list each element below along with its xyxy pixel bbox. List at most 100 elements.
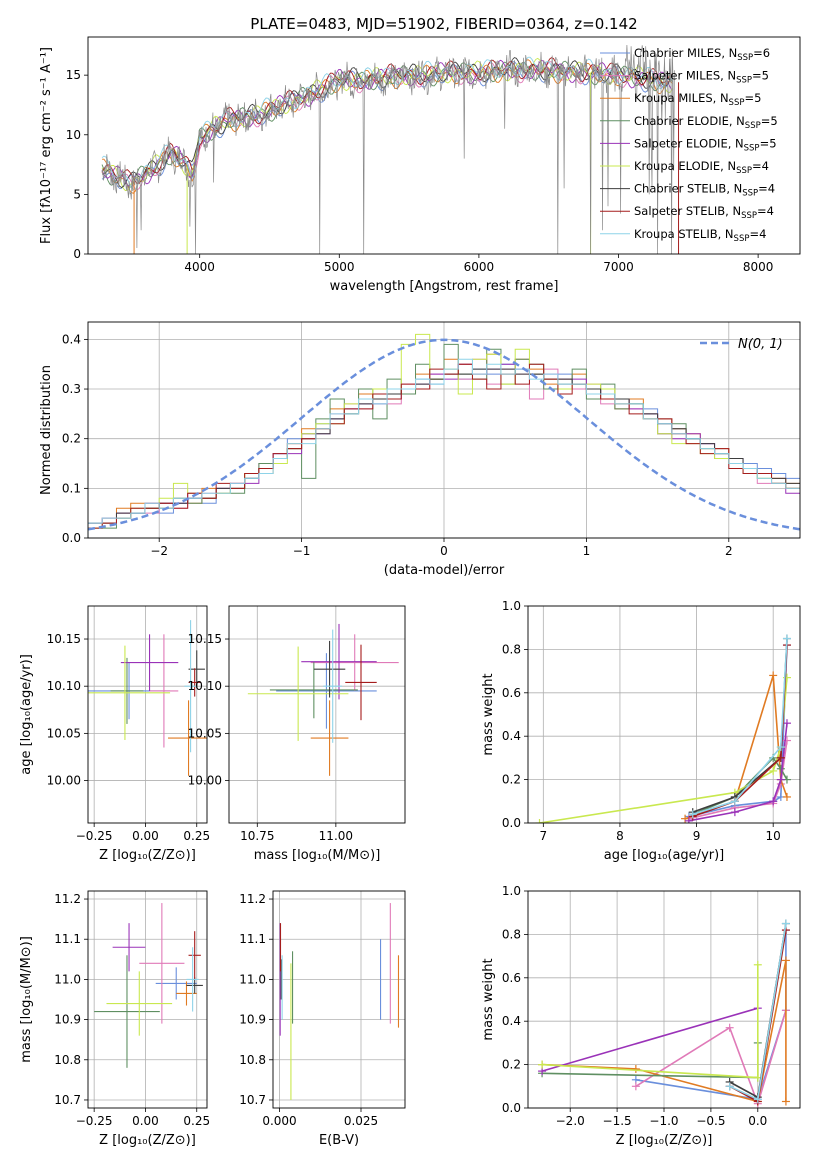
x-tick-label: 6000 xyxy=(464,260,495,274)
y-tick-label: 10.10 xyxy=(188,679,222,693)
y-tick-label: 0.4 xyxy=(502,729,521,743)
axes-weight-vs-Z: −2.0 −1.5 −1.0 −0.5 0.0 0.0 0.2 0.4 0.6 0.8 1.0 Z [… xyxy=(481,884,801,1148)
weight-marker xyxy=(781,956,790,965)
x-tick-label: 1 xyxy=(583,544,591,558)
weight-marker xyxy=(538,1060,547,1069)
legend-label: Salpeter STELIB, NSSP=4 xyxy=(634,204,774,221)
legend-label-suffix: =6 xyxy=(753,46,770,60)
legend-label: Chabrier ELODIE, NSSP=5 xyxy=(634,114,778,131)
data-spectrum xyxy=(101,44,675,254)
x-tick-label: 7 xyxy=(540,829,548,843)
axes-mass-vs-ebv: 0.000 0.025 10.7 10.8 10.9 11.0 11.1 11.2 E(B-V) xyxy=(239,890,406,1148)
weight-series-line xyxy=(692,638,788,816)
legend-label-sub: SSP xyxy=(742,189,758,199)
axes-mass-vs-Z: −0.25 0.00 0.25 10.7 10.8 10.9 11.0 11.1 11.2 Z [… xyxy=(19,890,210,1148)
errorbar-point xyxy=(301,623,377,700)
errorbar-point xyxy=(247,646,349,741)
errorbar-point xyxy=(269,661,358,719)
legend-label-suffix: =4 xyxy=(749,227,766,241)
weight-marker xyxy=(631,1064,640,1073)
x-axis-label: E(B-V) xyxy=(319,1133,359,1148)
y-tick-label: 10.9 xyxy=(239,1013,266,1027)
legend-label: Salpeter MILES, NSSP=5 xyxy=(634,69,769,86)
legend-label-base: Salpeter ELODIE, N xyxy=(634,136,744,150)
weight-marker xyxy=(725,1023,734,1032)
legend-label-base: Chabrier STELIB, N xyxy=(634,182,742,196)
y-tick-label: 10.15 xyxy=(47,632,81,646)
axes-frame xyxy=(228,605,406,824)
weight-marker xyxy=(782,719,791,728)
legend-label-suffix: =4 xyxy=(757,204,774,218)
x-tick-label: 5000 xyxy=(324,260,355,274)
x-tick-label: 7000 xyxy=(603,260,634,274)
legend-entry: Chabrier ELODIE, NSSP=5 xyxy=(600,114,778,131)
legend-label-base: Salpeter MILES, N xyxy=(634,69,736,83)
y-axis-label: mass weight xyxy=(481,673,496,755)
legend-label-sub: SSP xyxy=(741,211,757,221)
legend-entry: Salpeter MILES, NSSP=5 xyxy=(600,69,769,86)
x-tick-label: 10 xyxy=(766,829,781,843)
plot-area xyxy=(247,623,399,776)
x-axis-label: (data-model)/error xyxy=(384,563,505,578)
legend-entry: Salpeter ELODIE, NSSP=5 xyxy=(600,136,777,153)
errorbar-point xyxy=(106,971,173,1036)
x-tick-label: 11.00 xyxy=(319,829,353,843)
axes-frame xyxy=(87,36,801,255)
x-tick-label: 10.75 xyxy=(240,829,274,843)
y-tick-label: 0.4 xyxy=(62,332,81,346)
weight-series-line xyxy=(635,1010,787,1107)
y-axis-label: Normed distribution xyxy=(39,365,54,495)
legend-entry: Chabrier STELIB, NSSP=4 xyxy=(600,182,775,199)
plot-area xyxy=(88,620,207,776)
weight-marker xyxy=(769,671,778,680)
errorbar-point xyxy=(276,653,377,729)
y-tick-label: 10.00 xyxy=(188,774,222,788)
y-tick-label: 0.6 xyxy=(502,971,521,985)
axes-age-vs-Z: −0.25 0.00 0.25 10.00 10.05 10.10 10.15 Z [log₁… xyxy=(19,605,210,863)
y-tick-label: 10.15 xyxy=(188,632,222,646)
x-tick-label: 4000 xyxy=(184,260,215,274)
weight-marker xyxy=(730,808,739,817)
y-tick-label: 0.4 xyxy=(502,1014,521,1028)
errorbar-point xyxy=(345,644,377,721)
legend-label: Kroupa MILES, NSSP=5 xyxy=(634,91,761,108)
legend-label-suffix: =4 xyxy=(752,159,769,173)
legend-label: Chabrier MILES, NSSP=6 xyxy=(634,46,770,63)
y-tick-label: 10.05 xyxy=(47,726,81,740)
legend-label-sub: SSP xyxy=(737,53,753,63)
errorbar-point xyxy=(168,700,207,776)
plot-area xyxy=(538,919,790,1108)
legend-label-sub: SSP xyxy=(736,76,752,86)
histogram-series xyxy=(88,358,800,538)
legend-entry: Kroupa MILES, NSSP=5 xyxy=(600,91,761,108)
x-tick-label: −1.0 xyxy=(649,1114,678,1128)
x-tick-label: −0.25 xyxy=(76,829,113,843)
axes-weight-vs-age: 7 8 9 10 0.0 0.2 0.4 0.6 0.8 1.0 age [log₁₀(age/yr… xyxy=(481,599,801,863)
gaussian-curve xyxy=(88,338,800,531)
legend: N(0, 1) xyxy=(700,337,783,352)
x-tick-label: −2.0 xyxy=(556,1114,585,1128)
legend-label-suffix: =5 xyxy=(752,69,769,83)
y-tick-label: 1.0 xyxy=(502,599,521,613)
model-spectrum xyxy=(101,61,673,191)
weight-marker xyxy=(769,766,778,775)
chart-title: PLATE=0483, MJD=51902, FIBERID=0364, z=0… xyxy=(250,15,637,33)
weight-marker xyxy=(782,792,791,801)
legend-label: Chabrier STELIB, NSSP=4 xyxy=(634,182,775,199)
y-tick-label: 10.8 xyxy=(239,1053,266,1067)
y-tick-label: 11.1 xyxy=(54,932,81,946)
errorbar-point xyxy=(120,634,179,691)
weight-marker xyxy=(753,1095,762,1104)
y-axis-label: age [log₁₀(age/yr)] xyxy=(19,654,34,775)
axes-age-vs-mass: 10.75 11.00 10.00 10.05 10.10 10.15 mass [log₁… xyxy=(188,605,406,863)
weight-marker xyxy=(730,797,739,806)
y-tick-label: 10.7 xyxy=(54,1093,81,1107)
legend-label: Salpeter ELODIE, NSSP=5 xyxy=(634,136,777,153)
y-tick-label: 0.3 xyxy=(62,382,81,396)
x-tick-label: 0.000 xyxy=(262,1114,296,1128)
weight-marker xyxy=(688,810,697,819)
legend-label-base: Kroupa MILES, N xyxy=(634,91,729,105)
y-tick-label: 11.0 xyxy=(239,972,266,986)
legend-label-suffix: =5 xyxy=(760,136,777,150)
